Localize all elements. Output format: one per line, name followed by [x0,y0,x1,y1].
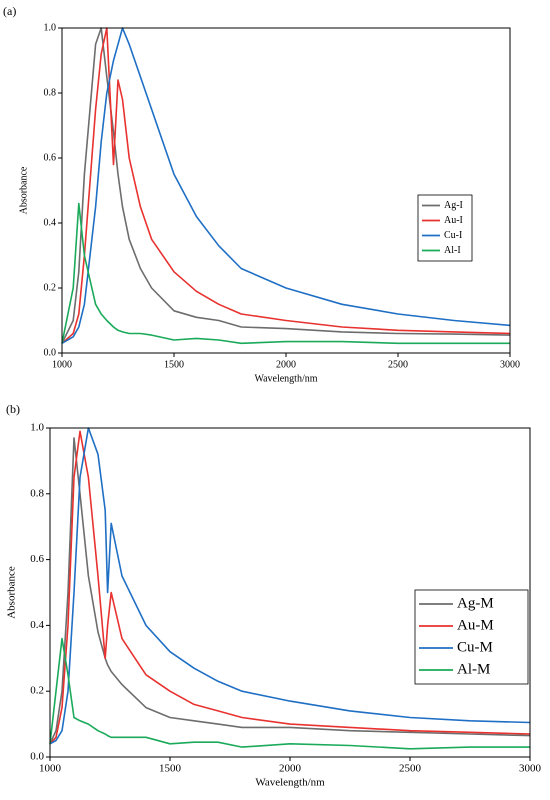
x-tick-label: 1000 [39,763,62,775]
x-tick-label: 2000 [279,763,302,775]
line-series [49,437,531,745]
y-tick-label: 0.6 [30,553,44,565]
x-tick-label: 2500 [388,359,408,370]
legend-label: Cu-I [444,230,462,241]
y-tick-label: 0.0 [30,751,44,763]
line-series [61,202,510,345]
y-tick-label: 0.4 [30,619,44,631]
y-tick-label: 0.2 [30,685,44,697]
legend-label: Cu-M [457,639,493,655]
x-axis-label: Wavelength/nm [254,373,317,384]
panel-label: (b) [6,402,20,416]
legend-label: Al-M [457,661,490,677]
x-tick-label: 3000 [500,359,520,370]
panel-label: (a) [3,4,16,18]
y-tick-label: 0.8 [30,487,44,499]
y-tick-label: 1.0 [30,422,44,434]
line-series [49,427,531,745]
x-tick-label: 2500 [399,763,422,775]
y-tick-label: 0.2 [44,282,57,293]
y-tick-label: 0.8 [44,87,57,98]
line-series [61,27,511,344]
y-tick-label: 1.0 [44,22,57,33]
line-series [61,27,511,344]
y-tick-label: 0.0 [44,347,57,358]
x-axis-label: Wavelength/nm [255,777,325,789]
x-tick-label: 2000 [276,359,296,370]
y-tick-label: 0.4 [44,217,57,228]
line-series [49,637,530,750]
legend-box [414,589,529,685]
x-tick-label: 3000 [519,763,542,775]
plot-frame [49,427,531,758]
line-series [49,430,531,745]
legend-label: Au-M [457,617,494,633]
x-tick-label: 1000 [52,359,72,370]
legend-label: Ag-M [457,595,494,611]
plot-frame [61,27,511,354]
legend-label: Al-I [444,245,461,256]
x-tick-label: 1500 [159,763,182,775]
y-axis-label: Absorbance [6,566,18,619]
x-tick-label: 1500 [164,359,184,370]
y-axis-label: Absorbance [18,166,29,214]
y-tick-label: 0.6 [44,152,57,163]
legend-label: Ag-I [444,200,463,211]
legend-label: Au-I [444,215,463,226]
line-series [61,27,511,344]
